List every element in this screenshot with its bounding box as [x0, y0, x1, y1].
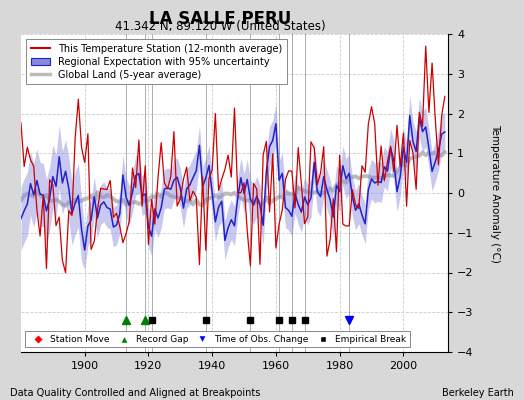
Text: Data Quality Controlled and Aligned at Breakpoints: Data Quality Controlled and Aligned at B…: [10, 388, 261, 398]
Text: LA SALLE PERU: LA SALLE PERU: [149, 10, 291, 28]
Y-axis label: Temperature Anomaly (°C): Temperature Anomaly (°C): [490, 124, 500, 262]
Legend: Station Move, Record Gap, Time of Obs. Change, Empirical Break: Station Move, Record Gap, Time of Obs. C…: [26, 331, 409, 348]
Text: 41.342 N, 89.120 W (United States): 41.342 N, 89.120 W (United States): [115, 20, 325, 33]
Text: Berkeley Earth: Berkeley Earth: [442, 388, 514, 398]
